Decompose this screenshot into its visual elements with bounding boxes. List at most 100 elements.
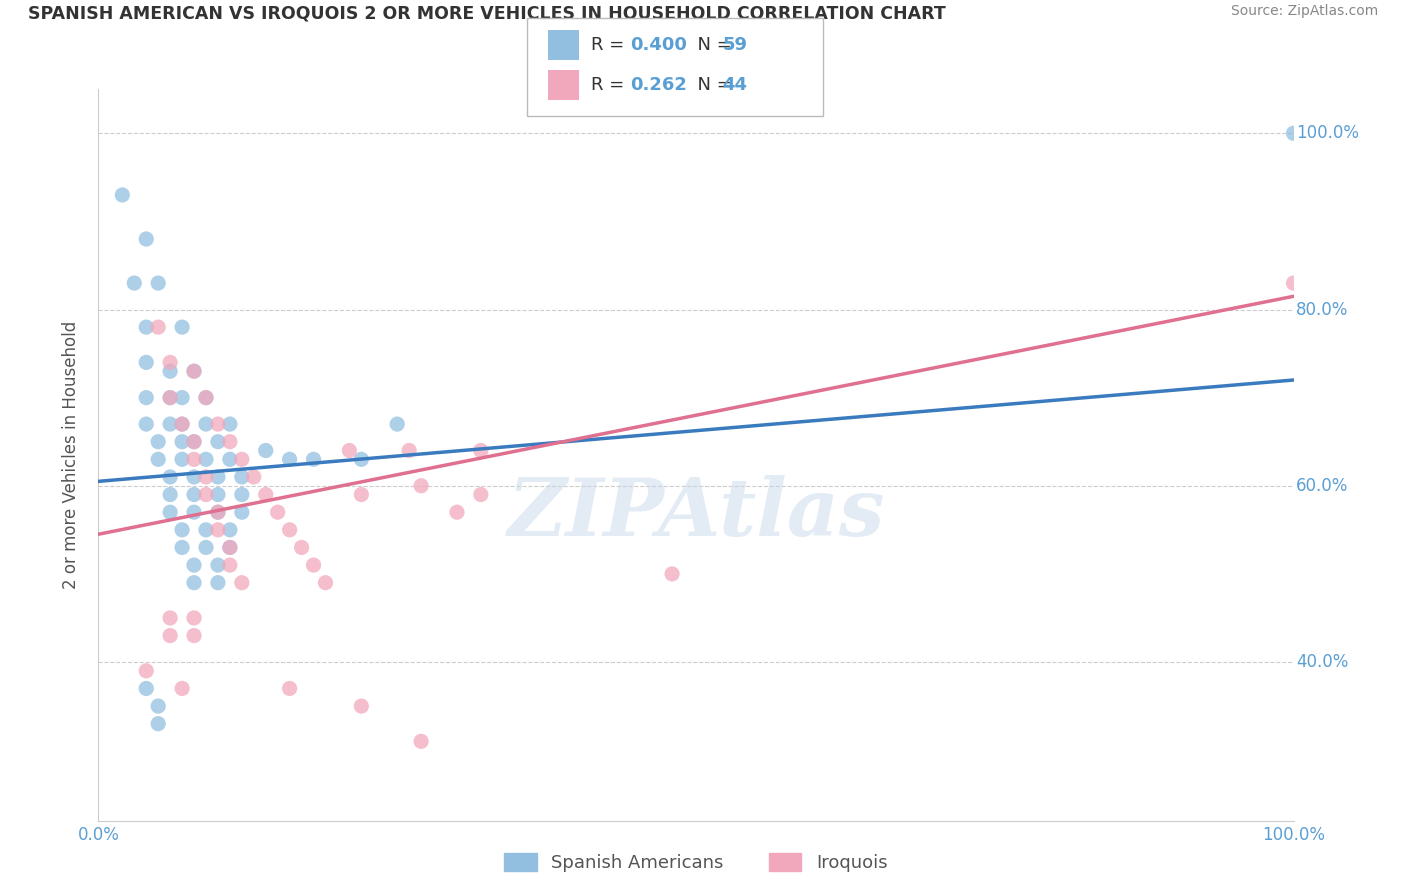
Point	[194, 391, 217, 405]
Point	[1282, 126, 1305, 140]
Point	[411, 479, 433, 493]
Point	[194, 487, 217, 501]
Point	[411, 734, 433, 748]
Point	[207, 575, 229, 590]
Point	[172, 417, 194, 431]
Point	[315, 575, 337, 590]
Point	[159, 629, 181, 643]
Point	[148, 716, 170, 731]
Point	[183, 558, 205, 572]
Point	[194, 470, 217, 484]
Point	[159, 391, 181, 405]
Point	[183, 505, 205, 519]
Point	[350, 452, 373, 467]
Point	[207, 505, 229, 519]
Text: 100.0%: 100.0%	[1296, 124, 1360, 142]
Text: ZIPAtlas: ZIPAtlas	[508, 475, 884, 552]
Text: N =: N =	[686, 36, 738, 54]
Point	[219, 541, 242, 555]
Text: R =: R =	[591, 36, 630, 54]
Point	[148, 434, 170, 449]
Point	[183, 470, 205, 484]
Text: Source: ZipAtlas.com: Source: ZipAtlas.com	[1230, 4, 1378, 19]
Point	[207, 487, 229, 501]
Point	[219, 417, 242, 431]
Point	[111, 188, 134, 202]
Point	[124, 276, 146, 290]
Point	[207, 470, 229, 484]
Point	[183, 434, 205, 449]
Point	[183, 629, 205, 643]
Point	[278, 681, 301, 696]
Point	[148, 452, 170, 467]
Point	[183, 487, 205, 501]
Point	[302, 558, 325, 572]
Point	[385, 417, 409, 431]
Point	[231, 505, 253, 519]
Text: SPANISH AMERICAN VS IROQUOIS 2 OR MORE VEHICLES IN HOUSEHOLD CORRELATION CHART: SPANISH AMERICAN VS IROQUOIS 2 OR MORE V…	[28, 4, 946, 22]
Point	[172, 541, 194, 555]
Point	[183, 364, 205, 378]
Point	[470, 443, 492, 458]
Point	[267, 505, 290, 519]
Point	[135, 664, 157, 678]
Point	[350, 699, 373, 714]
Point	[207, 417, 229, 431]
Point	[183, 611, 205, 625]
Point	[159, 364, 181, 378]
Point	[350, 487, 373, 501]
Point	[159, 355, 181, 369]
Point	[159, 611, 181, 625]
Point	[194, 523, 217, 537]
Point	[159, 417, 181, 431]
Point	[302, 452, 325, 467]
Point	[219, 558, 242, 572]
Point	[148, 320, 170, 334]
Point	[135, 391, 157, 405]
Point	[172, 320, 194, 334]
Point	[231, 470, 253, 484]
Point	[172, 434, 194, 449]
Point	[278, 452, 301, 467]
Point	[194, 452, 217, 467]
Point	[194, 417, 217, 431]
Text: 59: 59	[723, 36, 748, 54]
Point	[148, 699, 170, 714]
Point	[135, 320, 157, 334]
Point	[135, 681, 157, 696]
Point	[231, 575, 253, 590]
Text: 44: 44	[723, 76, 748, 94]
Point	[159, 505, 181, 519]
Point	[219, 541, 242, 555]
Text: 80.0%: 80.0%	[1296, 301, 1348, 318]
Point	[207, 558, 229, 572]
Point	[159, 487, 181, 501]
Point	[159, 470, 181, 484]
Point	[337, 443, 360, 458]
Point	[172, 452, 194, 467]
Point	[183, 364, 205, 378]
Point	[254, 487, 277, 501]
Point	[219, 523, 242, 537]
Point	[172, 681, 194, 696]
Point	[172, 417, 194, 431]
Text: 40.0%: 40.0%	[1296, 653, 1348, 671]
Point	[278, 523, 301, 537]
Point	[398, 443, 420, 458]
Point	[207, 505, 229, 519]
Point	[172, 391, 194, 405]
Point	[194, 391, 217, 405]
Point	[231, 487, 253, 501]
Point	[183, 434, 205, 449]
Point	[446, 505, 468, 519]
Point	[172, 523, 194, 537]
Text: 0.400: 0.400	[630, 36, 686, 54]
Point	[183, 575, 205, 590]
Point	[219, 452, 242, 467]
Point	[231, 452, 253, 467]
Point	[243, 470, 266, 484]
Point	[470, 487, 492, 501]
Point	[135, 355, 157, 369]
Point	[254, 443, 277, 458]
Point	[194, 541, 217, 555]
